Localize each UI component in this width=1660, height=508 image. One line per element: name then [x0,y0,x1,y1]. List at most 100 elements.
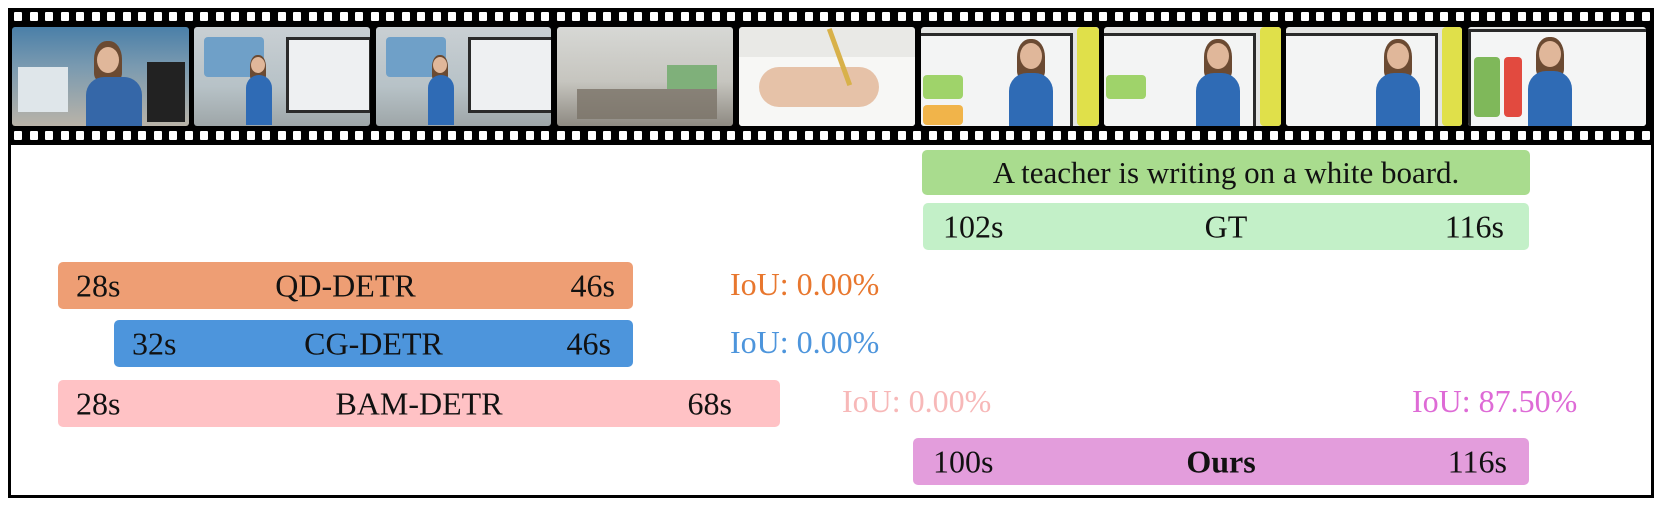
film-perforation [1161,12,1169,21]
film-perforation [76,131,84,140]
film-perforation [1021,131,1030,140]
film-perforation [680,12,689,21]
film-perforation [215,12,224,21]
film-perforation [1176,12,1185,21]
film-perforation [1130,131,1138,140]
film-perforation [401,12,410,21]
film-perforation [1347,12,1355,21]
film-perforation [603,12,611,21]
film-perforation [1440,131,1448,140]
film-perforation [587,131,596,140]
film-perforation [851,131,859,140]
film-perforation [990,131,999,140]
film-perforation [1254,131,1262,140]
film-perforation [727,131,735,140]
film-perforation [386,12,394,21]
film-perforation [1471,12,1479,21]
film-perforation [866,12,875,21]
video-frame-5 [739,27,915,126]
film-perforation [1517,131,1526,140]
film-perforation [153,12,162,21]
film-perforation [1362,131,1371,140]
film-perforation [1331,12,1340,21]
film-perforation [1486,131,1495,140]
film-perforation [60,12,69,21]
film-perforation [200,131,208,140]
film-perforation [1052,12,1061,21]
film-perforation [1238,12,1247,21]
film-perforation [417,131,425,140]
film-perforation [277,131,286,140]
video-frame-2 [194,27,370,126]
film-perforation [1269,12,1278,21]
qd-detr-end: 46s [570,267,615,303]
film-perforations-top [8,12,1654,22]
film-perforation [882,12,890,21]
film-perforation [1285,12,1293,21]
film-perforation [1378,12,1386,21]
film-perforation [711,12,720,21]
film-perforation [1037,131,1045,140]
film-perforation [556,131,565,140]
gt-end: 116s [1444,208,1504,244]
film-perforation [804,131,813,140]
film-perforation [1486,12,1495,21]
video-frame-4 [557,27,733,126]
film-perforation [975,12,983,21]
film-perforation [1083,131,1092,140]
film-perforation [618,131,627,140]
film-perforation [758,12,766,21]
film-perforation [401,131,410,140]
film-perforation [1068,131,1076,140]
film-perforation [742,131,751,140]
film-perforation [463,12,472,21]
film-perforation [293,131,301,140]
film-perforation [1626,12,1634,21]
film-perforation [370,12,379,21]
film-perforation [1300,12,1309,21]
film-perforation [944,12,952,21]
film-perforation [231,12,239,21]
film-perforation [355,12,363,21]
film-perforation [386,131,394,140]
film-perforation [91,131,100,140]
film-perforation [789,131,797,140]
film-perforation [1068,12,1076,21]
film-perforation [1533,12,1541,21]
bam-detr-label: BAM-DETR [335,385,503,421]
film-perforation [432,12,441,21]
film-perforation [417,12,425,21]
film-perforation [510,12,518,21]
film-perforation [1517,12,1526,21]
film-perforation [525,12,534,21]
film-perforation [1378,131,1386,140]
film-perforation [231,131,239,140]
film-perforation [184,131,193,140]
film-perforation [1207,12,1216,21]
film-perforation [1223,131,1231,140]
film-perforation [618,12,627,21]
film-perforation [696,12,704,21]
film-perforation [1285,131,1293,140]
qd-detr-iou: IoU: 0.00% [730,266,880,302]
film-perforation [1626,131,1634,140]
film-perforation [1564,131,1572,140]
film-perforation [1192,12,1200,21]
film-perforation [355,131,363,140]
film-perforation [246,12,255,21]
film-perforation [494,12,503,21]
film-perforation [510,131,518,140]
film-perforation [1595,131,1603,140]
film-perforation [1254,12,1262,21]
film-perforation [541,131,549,140]
film-perforation [153,131,162,140]
film-perforation [1021,12,1030,21]
film-perforation [91,12,100,21]
film-perforation [1502,12,1510,21]
film-perforation [1424,131,1433,140]
film-perforation [76,12,84,21]
film-perforation [835,131,844,140]
film-perforation [308,12,317,21]
film-perforation [804,12,813,21]
film-perforation [1331,131,1340,140]
